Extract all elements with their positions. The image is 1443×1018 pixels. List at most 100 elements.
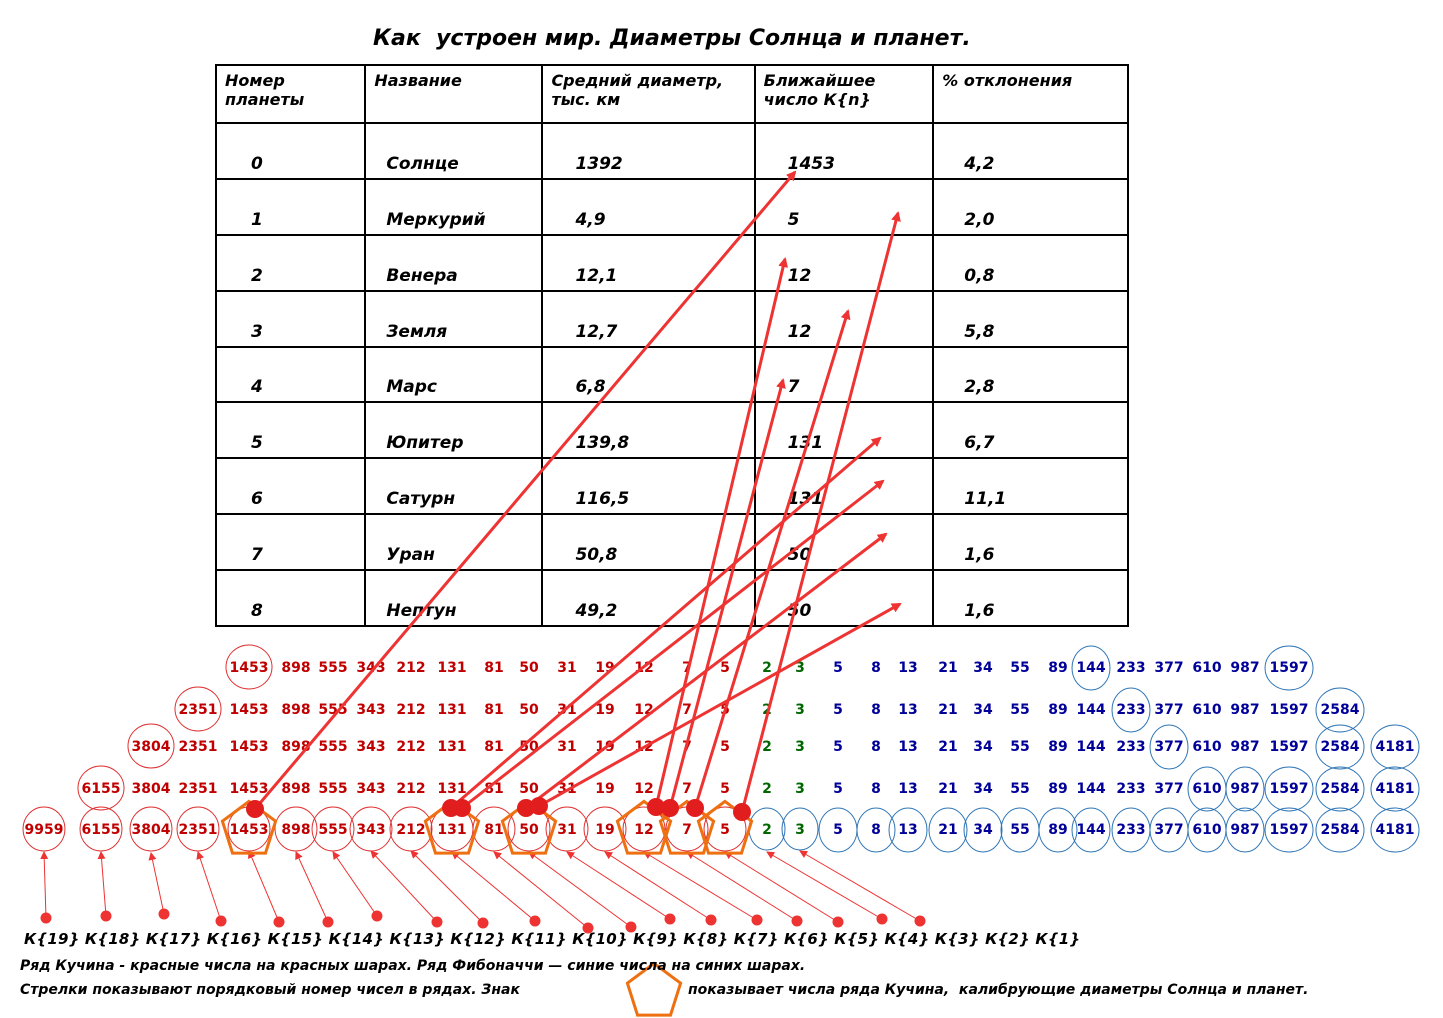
legend-caption: Ряд Кучина - красные числа на красных ша…	[20, 958, 806, 974]
kuchin-number: 6155	[82, 781, 121, 797]
fibonacci-ball	[1315, 807, 1365, 853]
fibonacci-number: 21	[938, 702, 957, 718]
fibonacci-ball	[1038, 807, 1078, 853]
kuchin-number: 1453	[230, 781, 269, 797]
kuchin-ball	[472, 806, 516, 852]
fibonacci-ball	[1370, 807, 1420, 853]
index-dot	[582, 922, 594, 934]
kuchin-number: 212	[396, 739, 425, 755]
fibonacci-number: 233	[1116, 739, 1145, 755]
kuchin-number: 2351	[179, 781, 218, 797]
index-dot	[322, 916, 334, 928]
kuchin-number: 7	[682, 702, 692, 718]
kuchin-ball	[174, 686, 222, 732]
fibonacci-number: 5	[833, 781, 843, 797]
header-deviation: % отклонения	[932, 64, 1129, 124]
kuchin-ball	[79, 806, 123, 852]
index-arrow	[799, 850, 921, 922]
cell-k: 1453	[753, 122, 935, 180]
header-nearest-k: Ближайшее число К{n}	[753, 64, 935, 124]
fibonacci-number: 13	[898, 781, 917, 797]
calibration-arrow	[461, 479, 885, 810]
fibonacci-number: 4181	[1376, 781, 1415, 797]
transition-number: 3	[795, 781, 805, 797]
cell-num: 2	[214, 233, 367, 292]
fibonacci-ball	[888, 807, 928, 853]
fibonacci-ball	[1264, 766, 1314, 812]
index-dot	[371, 910, 383, 922]
header-line: Ближайшее	[763, 71, 876, 90]
kuchin-number: 2351	[179, 739, 218, 755]
index-arrow	[196, 851, 222, 922]
index-arrow	[248, 850, 280, 923]
kuchin-number: 19	[595, 702, 614, 718]
cell-num: 0	[214, 122, 367, 180]
cell-num: 7	[214, 513, 367, 571]
fibonacci-number: 377	[1154, 702, 1183, 718]
cell-dev: 2,8	[932, 345, 1129, 404]
kuchin-number: 131	[437, 702, 466, 718]
kuchin-number: 7	[682, 660, 692, 676]
fibonacci-number: 55	[1010, 739, 1029, 755]
table-row: 5 Юпитер 139,8 131 6,7	[214, 401, 1129, 460]
fibonacci-ball	[1315, 687, 1365, 733]
page-title: Как устроен мир. Диаметры Солнца и плане…	[373, 26, 971, 51]
fibonacci-number: 89	[1048, 739, 1067, 755]
fibonacci-number: 21	[938, 660, 957, 676]
fibonacci-number: 5	[833, 660, 843, 676]
fibonacci-number: 13	[898, 660, 917, 676]
fibonacci-number: 89	[1048, 660, 1067, 676]
kuchin-ball	[176, 806, 220, 852]
fibonacci-number: 5	[833, 702, 843, 718]
kuchin-number: 212	[396, 702, 425, 718]
table-row: 3 Земля 12,7 12 5,8	[214, 289, 1129, 348]
fibonacci-number: 34	[973, 739, 993, 755]
index-arrow	[686, 851, 798, 922]
kuchin-number: 1453	[230, 660, 269, 676]
pentagon-marker	[220, 799, 278, 855]
fibonacci-ball	[1264, 645, 1314, 691]
kuchin-number: 343	[356, 702, 385, 718]
calibration-arrow	[668, 378, 786, 809]
kuchin-number: 50	[519, 822, 539, 838]
kuchin-number: 898	[281, 702, 310, 718]
cell-diameter: 50,8	[541, 513, 756, 571]
cell-k: 7	[753, 345, 935, 404]
fibonacci-number: 4181	[1376, 822, 1415, 838]
pentagon-marker	[423, 799, 481, 855]
k-index-labels: К{19} К{18} К{17} К{16} К{15} К{14} К{13…	[24, 930, 1081, 948]
fibonacci-number: 21	[938, 781, 957, 797]
fibonacci-ball	[1370, 766, 1420, 812]
transition-number: 3	[795, 822, 805, 838]
fibonacci-number: 34	[973, 781, 993, 797]
fibonacci-number: 377	[1154, 660, 1183, 676]
fibonacci-number: 144	[1076, 660, 1105, 676]
kuchin-ball	[583, 806, 627, 852]
fibonacci-number: 987	[1230, 660, 1259, 676]
fibonacci-ball	[1225, 807, 1265, 853]
index-arrow	[295, 851, 329, 923]
kuchin-number: 555	[318, 660, 347, 676]
kuchin-ball	[127, 723, 175, 769]
kuchin-number: 50	[519, 781, 539, 797]
cell-dev: 0,8	[932, 233, 1129, 292]
cell-name: Юпитер	[364, 401, 544, 460]
kuchin-number: 131	[437, 739, 466, 755]
fibonacci-number: 13	[898, 822, 917, 838]
index-arrow	[40, 851, 49, 919]
fibonacci-number: 13	[898, 739, 917, 755]
cell-dev: 6,7	[932, 401, 1129, 460]
fibonacci-number: 89	[1048, 702, 1067, 718]
cell-dev: 4,2	[932, 122, 1129, 180]
header-line: тыс. км	[551, 90, 621, 109]
kuchin-number: 131	[437, 660, 466, 676]
arrow-origin-dot	[530, 797, 548, 815]
kuchin-number: 1453	[230, 702, 269, 718]
fibonacci-number: 610	[1192, 781, 1221, 797]
kuchin-number: 81	[484, 702, 503, 718]
kuchin-number: 555	[318, 822, 347, 838]
kuchin-ball	[703, 806, 747, 852]
fibonacci-number: 144	[1076, 739, 1105, 755]
kuchin-number: 12	[634, 822, 653, 838]
